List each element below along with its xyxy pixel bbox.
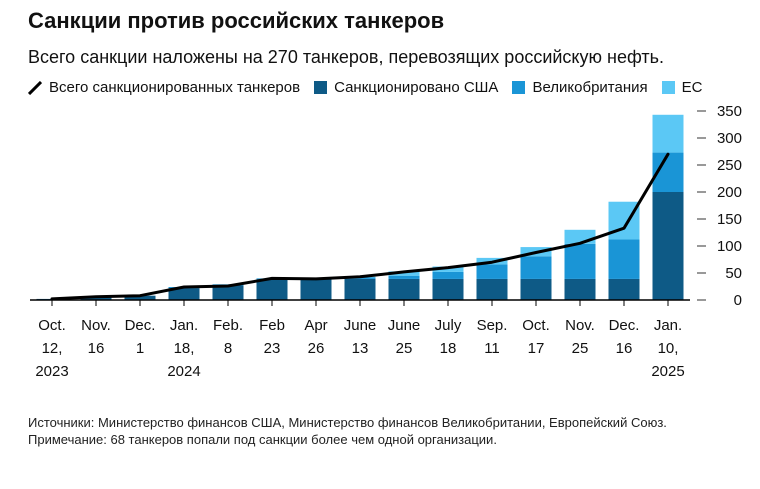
legend: Всего санкционированных танкеров Санкцио… [28,79,702,96]
bar-us-7 [344,278,376,300]
y-tick-label-150: 150 [717,211,742,228]
x-tick-label-14-1: 10, [658,340,679,357]
bar-uk-8 [388,275,420,279]
x-tick-label-5-0: Feb [259,317,285,334]
x-tick-label-12-1: 25 [572,340,589,357]
bar-us-5 [256,279,288,300]
bar-us-3 [168,288,200,300]
x-tick-label-6-0: Apr [304,317,327,334]
y-tick-label-350: 350 [717,103,742,120]
footer: Источники: Министерство финансов США, Ми… [28,414,738,448]
x-tick-label-11-1: 17 [528,340,545,357]
x-tick-label-1-1: 16 [88,340,105,357]
x-tick-label-7-1: 13 [352,340,369,357]
footer-note: Примечание: 68 танкеров попали под санкц… [28,432,497,447]
legend-label-us: Санкционировано США [334,79,499,96]
legend-label-uk: Великобритания [532,79,648,96]
bar-uk-13 [608,239,640,279]
footer-sources: Источники: Министерство финансов США, Ми… [28,415,667,430]
x-tick-label-4-1: 8 [224,340,232,357]
y-tick-label-300: 300 [717,130,742,147]
bar-us-14 [652,192,684,300]
bar-uk-9 [432,271,464,279]
legend-item-uk: Великобритания [512,79,648,96]
x-tick-label-10-1: 11 [484,340,500,357]
legend-item-total: Всего санкционированных танкеров [28,79,300,96]
bar-eu-9 [432,266,464,272]
bar-eu-8 [388,271,420,276]
bar-uk-12 [564,243,596,279]
legend-item-us: Санкционировано США [314,79,498,96]
x-tick-label-2-1: 1 [136,340,144,357]
y-tick-label-100: 100 [717,238,742,255]
chart-subtitle: Всего санкции наложены на 270 танкеров, … [28,47,665,67]
bar-us-4 [212,285,244,300]
total-tankers-line [50,152,670,301]
y-tick-label-200: 200 [717,184,742,201]
bar-us-9 [432,278,464,300]
x-tick-label-7-0: June [344,317,377,334]
bar-us-2 [124,295,156,300]
x-tick-label-13-0: Dec. [609,317,640,334]
x-tick-label-11-0: Oct. [522,317,550,334]
bar-us-13 [608,278,640,300]
bar-us-1 [80,296,112,300]
x-tick-label-6-1: 26 [308,340,325,357]
x-tick-label-3-2: 2024 [167,363,200,380]
legend-line-icon [28,80,42,95]
y-tick-label-250: 250 [717,157,742,174]
bar-us-12 [564,278,596,300]
x-tick-label-4-0: Feb. [213,317,243,334]
x-tick-label-3-0: Jan. [170,317,198,334]
x-tick-label-14-0: Jan. [654,317,682,334]
x-tick-label-8-0: June [388,317,421,334]
x-tick-label-14-2: 2025 [651,363,684,380]
bar-us-6 [300,279,332,300]
bar-us-11 [520,278,552,300]
x-tick-label-5-1: 23 [264,340,281,357]
x-tick-label-12-0: Nov. [565,317,595,334]
x-tick-label-0-1: 12, [42,340,63,357]
x-tick-label-1-0: Nov. [81,317,111,334]
y-tick-label-50: 50 [725,265,742,282]
bar-uk-10 [476,264,508,279]
x-tick-label-9-1: 18 [440,340,457,357]
stacked-bar-chart: 0 50 100 150 200 250 300 350 Oct. 12, 2023 Nov. 16 De… [30,103,742,380]
x-tick-label-13-1: 16 [616,340,633,357]
bar-uk-11 [520,256,552,279]
legend-label-total: Всего санкционированных танкеров [49,79,301,96]
x-tick-label-3-1: 18, [174,340,195,357]
legend-swatch-eu [661,81,675,94]
x-tick-label-9-0: July [435,317,462,334]
x-tick-label-0-2: 2023 [35,363,68,380]
legend-item-eu: ЕС [661,79,703,96]
y-tick-label-0: 0 [734,292,742,309]
legend-label-eu: ЕС [681,79,703,96]
bar-us-8 [388,278,420,300]
bar-eu-14 [652,114,684,153]
x-tick-label-8-1: 25 [396,340,413,357]
bar-us-10 [476,278,508,300]
x-tick-label-10-0: Sep. [477,317,508,334]
x-tick-label-2-0: Dec. [125,317,156,334]
chart-title: Санкции против российских танкеров [28,8,445,33]
x-tick-label-0-0: Oct. [38,317,66,334]
legend-swatch-uk [512,81,526,94]
legend-swatch-us [314,81,328,94]
